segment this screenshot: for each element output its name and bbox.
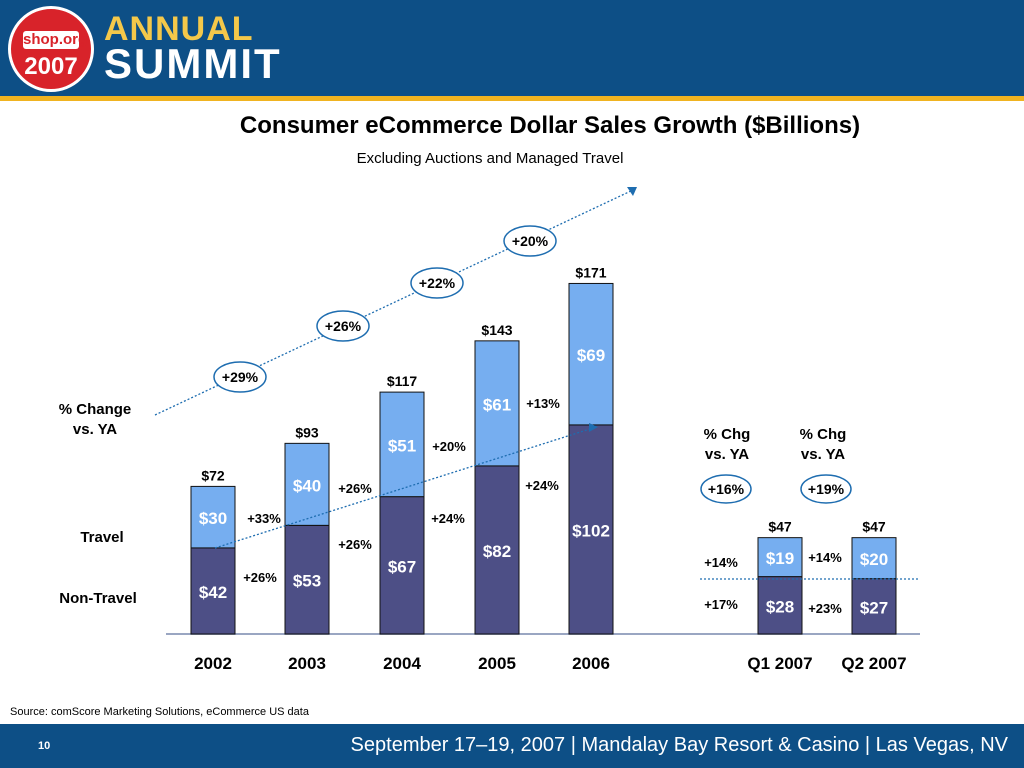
x-tick-label: 2006 — [572, 654, 610, 673]
total-growth-label: +22% — [419, 275, 456, 291]
value-label-travel: $61 — [483, 395, 511, 414]
total-growth-label: +29% — [222, 369, 259, 385]
brand-annual: ANNUAL — [104, 10, 254, 48]
bar-non-travel — [851, 578, 897, 635]
quarter-header-q1: % Chg — [704, 426, 751, 443]
value-label-non-travel: $67 — [388, 557, 416, 576]
quarter-travel-growth-label: +14% — [704, 555, 738, 570]
travel-growth-label: +13% — [526, 396, 560, 411]
non-travel-growth-label: +24% — [525, 478, 559, 493]
quarter-non-travel-growth-label: +17% — [704, 597, 738, 612]
non-travel-trend-arrowhead — [589, 423, 598, 432]
non-travel-growth-label: +26% — [338, 537, 372, 552]
x-tick-label: 2003 — [288, 654, 326, 673]
bar-travel — [190, 485, 236, 549]
quarter-total-growth-label: +19% — [808, 481, 845, 497]
growth-ellipse — [410, 267, 464, 299]
row-label-non-travel: Non-Travel — [59, 590, 137, 607]
total-label: $47 — [862, 519, 886, 535]
footer-bar: 10 September 17–19, 2007 | Mandalay Bay … — [0, 724, 1024, 768]
bar-non-travel — [190, 547, 236, 635]
row-label-pct-change: vs. YA — [73, 421, 117, 438]
value-label-travel: $40 — [293, 476, 321, 495]
bar-travel — [379, 391, 425, 498]
x-tick-label: Q1 2007 — [747, 654, 812, 673]
total-label: $72 — [201, 467, 225, 483]
value-label-non-travel: $27 — [860, 598, 888, 617]
non-travel-growth-label: +26% — [243, 570, 277, 585]
value-label-travel: $30 — [199, 509, 227, 528]
x-tick-label: 2002 — [194, 654, 232, 673]
value-label-non-travel: $82 — [483, 542, 511, 561]
x-tick-label: 2004 — [383, 654, 421, 673]
logo-text-year: 2007 — [24, 53, 78, 80]
value-label-non-travel: $102 — [572, 521, 610, 540]
bar-non-travel — [284, 524, 330, 635]
total-label: $93 — [295, 424, 319, 440]
header-stripe — [0, 96, 1024, 101]
chart-title: Consumer eCommerce Dollar Sales Growth (… — [239, 112, 861, 139]
non-travel-growth-label: +24% — [431, 511, 465, 526]
value-label-travel: $69 — [577, 346, 605, 365]
chart-subtitle: Excluding Auctions and Managed Travel — [356, 150, 624, 167]
travel-growth-label: +26% — [338, 481, 372, 496]
x-tick-label: Q2 2007 — [841, 654, 906, 673]
value-label-travel: $19 — [766, 549, 794, 568]
brand-summit: SUMMIT — [104, 40, 282, 87]
header-bar: shop.org 2007 ANNUAL SUMMIT — [0, 0, 1024, 96]
quarter-growth-ellipse — [800, 474, 852, 504]
bar-travel — [474, 340, 520, 467]
total-label: $117 — [387, 373, 418, 389]
total-growth-label: +26% — [325, 318, 362, 334]
quarter-travel-growth-label: +14% — [808, 550, 842, 565]
shop-org-logo: shop.org 2007 — [8, 6, 94, 92]
row-label-pct-change: % Change — [59, 401, 132, 418]
value-label-travel: $51 — [388, 436, 416, 455]
total-label: $143 — [481, 322, 512, 338]
quarter-growth-ellipse — [700, 474, 752, 504]
travel-growth-label: +20% — [432, 439, 466, 454]
bar-travel — [568, 282, 614, 426]
growth-ellipse — [503, 225, 557, 257]
trend-arrowhead — [627, 187, 637, 196]
bar-non-travel — [757, 576, 803, 635]
quarter-non-travel-growth-label: +23% — [808, 601, 842, 616]
growth-ellipse — [213, 361, 267, 393]
quarter-header-q2: vs. YA — [801, 446, 845, 463]
travel-growth-label: +33% — [247, 511, 281, 526]
total-label: $171 — [575, 264, 606, 280]
bar-travel — [851, 537, 897, 580]
value-label-travel: $20 — [860, 550, 888, 569]
source-note: Source: comScore Marketing Solutions, eC… — [10, 706, 309, 718]
quarter-header-q1: vs. YA — [705, 446, 749, 463]
value-label-non-travel: $28 — [766, 597, 794, 616]
bar-travel — [284, 442, 330, 526]
sales-growth-chart: $42 $30 $72 2002 $53 $40 $93 2003 $67 $51 $117 2004… — [59, 187, 920, 673]
growth-ellipse — [316, 310, 370, 342]
total-growth-label: +20% — [512, 233, 549, 249]
value-label-non-travel: $42 — [199, 583, 227, 602]
total-label: $47 — [768, 519, 792, 535]
quarter-total-growth-label: +16% — [708, 481, 745, 497]
event-info: September 17–19, 2007 | Mandalay Bay Res… — [350, 734, 1008, 756]
row-label-travel: Travel — [80, 529, 123, 546]
bar-travel — [757, 537, 803, 578]
quarter-header-q2: % Chg — [800, 426, 847, 443]
page-number: 10 — [38, 740, 51, 752]
value-label-non-travel: $53 — [293, 572, 321, 591]
bar-non-travel — [474, 465, 520, 635]
logo-text-top: shop.org — [23, 31, 88, 49]
x-tick-label: 2005 — [478, 654, 516, 673]
